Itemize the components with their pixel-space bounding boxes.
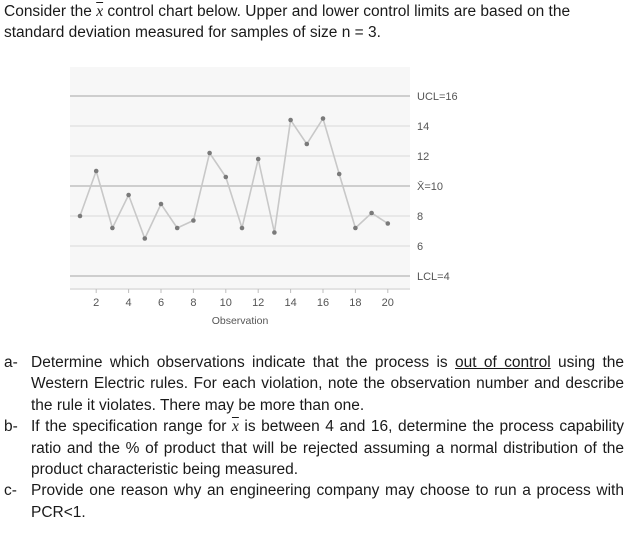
x-tick-label-5: 12: [252, 297, 264, 309]
question-c-marker: c-: [4, 482, 17, 500]
reference-label-1: 14: [417, 121, 429, 133]
reference-label-6: LCL=4: [417, 271, 450, 283]
x-tick-label-6: 14: [284, 297, 296, 309]
data-point-8: [191, 218, 196, 223]
data-point-3: [110, 225, 115, 231]
intro-part-1: Consider the: [4, 3, 97, 20]
question-b-text-2: is between 4 and 16, determine the proce…: [31, 418, 624, 479]
question-a: a- Determine which observations indicate …: [4, 352, 624, 416]
data-point-6: [158, 201, 164, 207]
x-tick-label-4: 10: [220, 297, 232, 309]
reference-label-5: 6: [417, 241, 423, 253]
reference-label-2: 12: [417, 151, 429, 163]
data-point-11: [239, 225, 245, 231]
data-point-20: [385, 221, 391, 226]
x-tick-label-3: 8: [190, 297, 196, 309]
question-b-marker: b-: [4, 418, 18, 436]
x-tick-label-9: 20: [382, 297, 394, 309]
question-list: a- Determine which observations indicate …: [4, 352, 624, 523]
data-point-9: [207, 150, 212, 156]
data-point-19: [369, 210, 374, 216]
data-point-12: [255, 156, 261, 162]
question-a-underlined: out of control: [455, 354, 551, 371]
data-point-18: [353, 225, 358, 231]
data-point-17: [336, 171, 342, 177]
x-tick-label-7: 16: [317, 297, 329, 309]
reference-label-0: UCL=16: [417, 91, 458, 103]
data-point-1: [77, 213, 83, 219]
data-point-5: [142, 236, 148, 241]
x-tick-label-1: 4: [126, 297, 132, 309]
data-point-13: [272, 230, 277, 235]
x-tick-label-0: 2: [93, 297, 99, 309]
x-axis-title: Observation: [212, 315, 269, 327]
reference-lines: [70, 95, 410, 277]
reference-labels: UCL=16 14 12 X̄=10 8 6 LCL=4: [417, 91, 458, 283]
reference-label-3: X̄=10: [417, 180, 443, 193]
question-b-text-1: If the specification range for: [31, 418, 232, 436]
x-tick-label-8: 18: [349, 297, 361, 309]
data-point-7: [174, 225, 180, 231]
question-c: c- Provide one reason why an engineering …: [4, 480, 624, 523]
data-point-15: [304, 141, 310, 147]
intro-text: Consider the x control chart below. Uppe…: [4, 1, 628, 43]
question-a-text-2: using the Western Electric rules. For ea…: [31, 354, 625, 414]
xbar-symbol: x: [96, 3, 104, 20]
data-point-2: [93, 168, 99, 174]
question-a-marker: a-: [4, 354, 18, 371]
data-point-14: [288, 117, 293, 123]
series-line: [79, 116, 389, 241]
question-a-text-1: Determine which observations indicate th…: [31, 354, 456, 371]
data-point-10: [223, 174, 229, 180]
question-c-text-1: Provide one reason why an engineering co…: [31, 482, 624, 521]
data-point-4: [126, 192, 131, 198]
x-axis-ticks: 2 4 6 8 10 12 14 16 18 20: [93, 289, 394, 309]
data-point-16: [320, 116, 326, 121]
reference-label-4: 8: [417, 211, 423, 223]
chart-plot-background: [70, 67, 410, 290]
series-points: [77, 116, 391, 241]
intro-part-2: control chart below. Upper and lower con…: [4, 3, 571, 41]
question-b: b- If the specification range for x is be…: [4, 416, 624, 480]
question-b-xbar-symbol: x: [231, 418, 239, 436]
x-tick-label-2: 6: [158, 297, 164, 309]
